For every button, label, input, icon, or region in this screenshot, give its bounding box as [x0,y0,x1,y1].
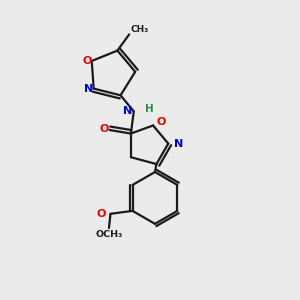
Text: N: N [84,84,93,94]
Text: O: O [82,56,92,66]
Text: H: H [145,104,154,114]
Text: N: N [174,139,183,148]
Text: CH₃: CH₃ [131,25,149,34]
Text: N: N [123,106,132,116]
Text: O: O [97,209,106,219]
Text: O: O [157,117,166,127]
Text: O: O [100,124,109,134]
Text: OCH₃: OCH₃ [95,230,123,239]
